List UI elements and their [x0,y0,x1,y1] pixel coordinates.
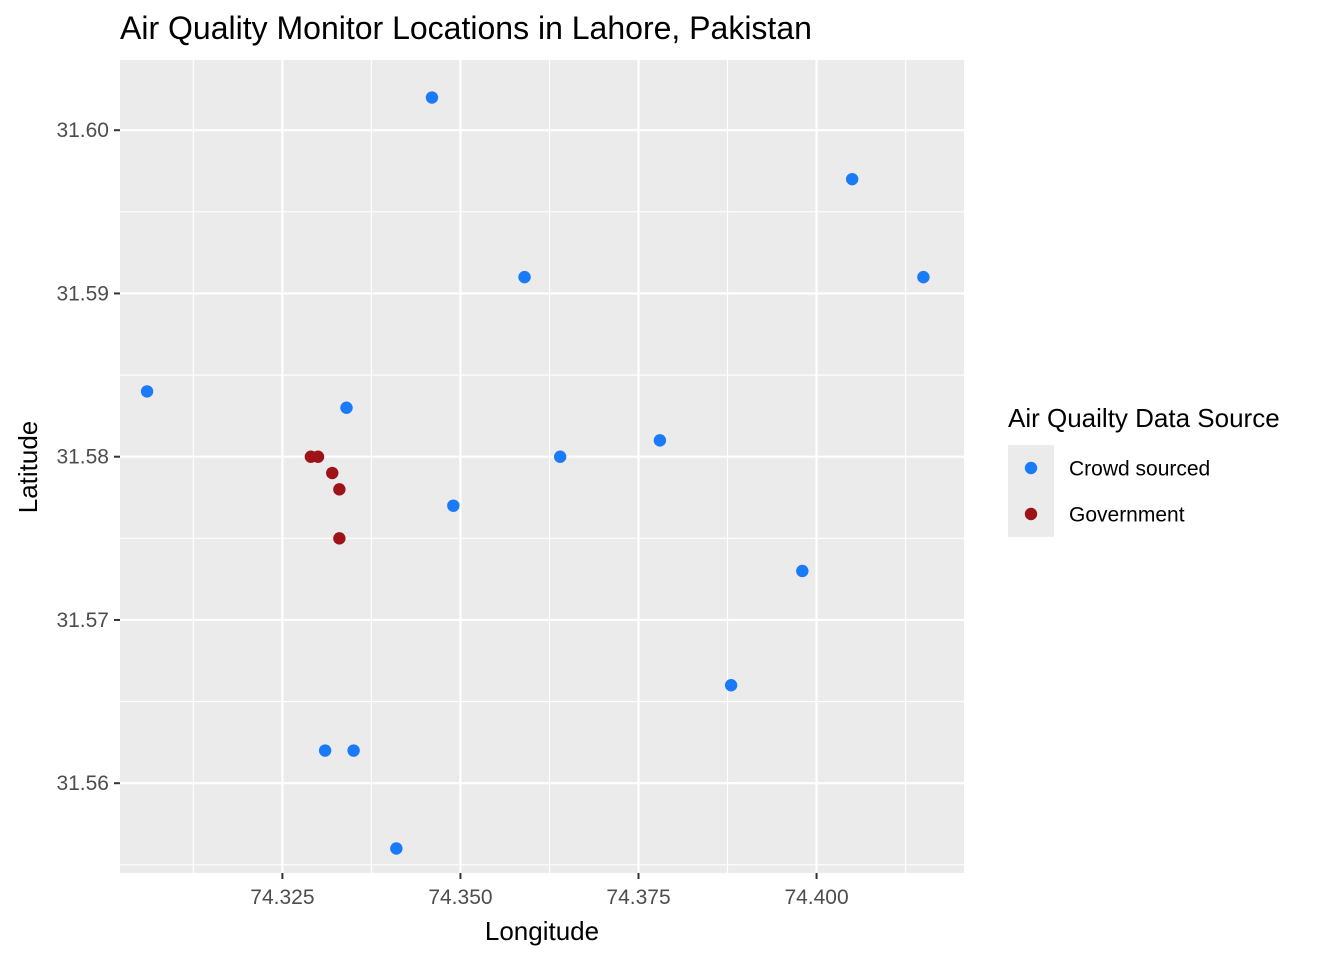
point-government [333,483,346,496]
point-crowd-sourced [447,499,460,512]
point-crowd-sourced [653,434,667,447]
point-government [326,466,339,480]
x-tick-label: 74.375 [606,886,670,909]
point-crowd-sourced [347,744,360,757]
point-crowd-sourced [553,450,567,463]
legend-swatch [1024,461,1038,475]
x-tick-label: 74.325 [250,886,314,909]
data-points [140,91,930,855]
x-axis: 74.325 74.350 74.375 74.400 [250,873,849,909]
major-gridlines [120,60,964,873]
point-crowd-sourced [425,91,439,104]
point-crowd-sourced [340,401,353,414]
y-tick-label: 31.60 [56,119,109,142]
legend-items: Crowd sourced Government [1008,445,1210,537]
legend-title: Air Quailty Data Source [1008,403,1280,433]
point-crowd-sourced [518,270,531,284]
plot-panel [120,60,964,873]
point-crowd-sourced [140,385,154,398]
point-government [333,532,346,545]
legend: Air Quailty Data Source Crowd sourced Gov… [1008,403,1280,537]
point-crowd-sourced [318,744,332,757]
legend-label: Government [1069,504,1185,527]
x-tick-label: 74.350 [428,886,492,909]
x-axis-title: Longitude [485,916,599,946]
y-tick-label: 31.56 [56,772,109,795]
y-axis: 31.56 31.57 31.58 31.59 31.60 [56,119,120,795]
y-tick-label: 31.57 [56,609,109,632]
point-crowd-sourced [917,270,930,284]
legend-item: Crowd sourced [1008,445,1210,491]
point-crowd-sourced [724,679,738,692]
x-tick-label: 74.400 [784,886,848,909]
y-axis-title: Latitude [13,421,43,514]
point-government [311,450,325,463]
legend-swatch [1024,507,1038,521]
chart-title: Air Quality Monitor Locations in Lahore,… [120,10,812,46]
y-tick-label: 31.59 [56,282,109,305]
minor-gridlines [120,60,964,873]
point-crowd-sourced [390,842,403,855]
legend-label: Crowd sourced [1069,458,1210,481]
legend-item: Government [1008,491,1185,537]
point-crowd-sourced [845,172,859,186]
point-crowd-sourced [796,564,809,578]
y-tick-label: 31.58 [56,446,109,469]
